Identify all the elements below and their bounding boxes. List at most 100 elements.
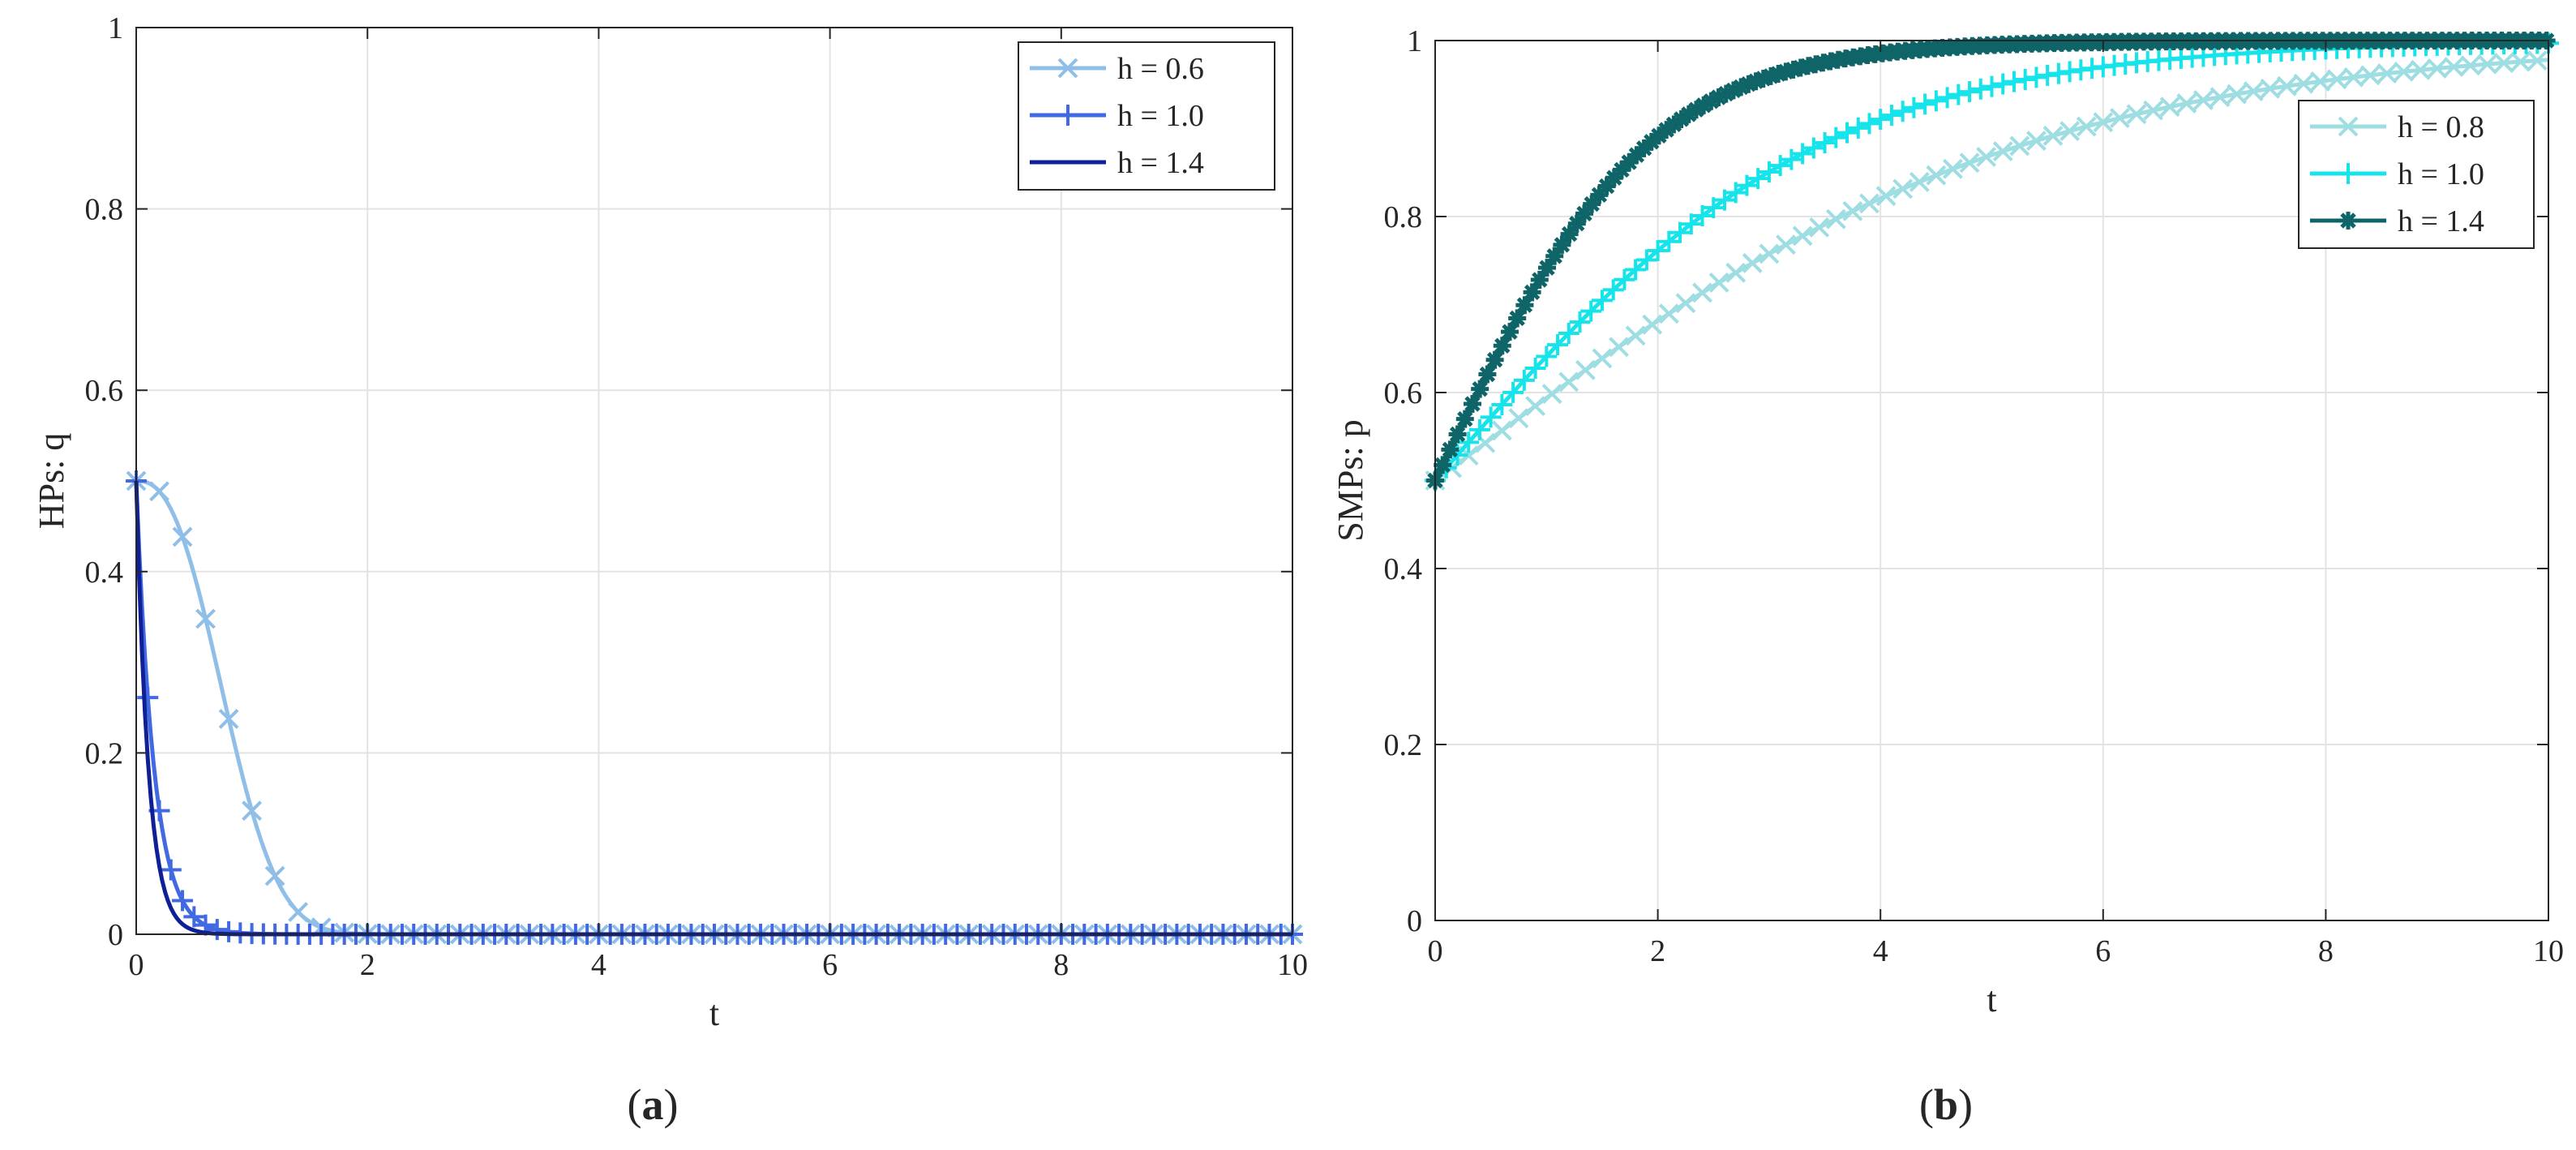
data-point	[1575, 204, 1593, 223]
legend-label: h = 1.4	[2398, 204, 2484, 238]
data-point	[1575, 359, 1596, 380]
data-point	[242, 800, 263, 822]
data-point	[1523, 283, 1541, 302]
data-point	[1537, 259, 1556, 277]
legend-marker	[1057, 58, 1078, 79]
data-point	[1649, 127, 1668, 145]
data-point	[1612, 161, 1631, 179]
data-point	[2126, 104, 2147, 125]
series-3	[134, 480, 1292, 937]
data-point	[160, 859, 182, 881]
data-point	[195, 608, 216, 629]
data-point	[2227, 84, 2247, 105]
data-point	[1781, 148, 1802, 170]
data-point	[1592, 348, 1613, 369]
x-tick-label: 6	[822, 948, 838, 982]
legend-item: h = 1.0	[1030, 99, 1204, 133]
data-point	[1702, 92, 1721, 110]
data-point	[2176, 93, 2197, 114]
data-point	[206, 919, 228, 941]
legend-label: h = 1.0	[1117, 99, 1204, 133]
x-tick-label: 10	[2533, 934, 2564, 968]
axes-box	[135, 27, 1293, 935]
x-tick-label: 0	[129, 948, 144, 982]
data-point	[1725, 262, 1747, 283]
data-point	[2159, 97, 2180, 118]
data-point	[2093, 112, 2114, 133]
series-line	[135, 478, 1292, 937]
data-point	[1515, 296, 1534, 315]
data-point	[264, 865, 285, 886]
data-point	[1493, 337, 1511, 355]
series-1	[1425, 50, 2549, 491]
data-point	[1658, 230, 1680, 252]
data-point	[1658, 303, 1679, 324]
legend: h = 0.8 h = 1.0 h = 1.4	[2298, 100, 2535, 249]
legend-marker	[2338, 116, 2359, 137]
data-point	[1605, 169, 1623, 187]
x-axis-label: t	[709, 993, 719, 1033]
data-point	[2443, 57, 2464, 77]
data-point	[1524, 358, 1546, 380]
y-axis-label: HPs: q	[32, 433, 71, 530]
data-point	[1825, 127, 1847, 148]
data-point	[1502, 381, 1524, 403]
data-point	[1914, 93, 1936, 115]
data-point	[1669, 221, 1691, 243]
legend-marker	[2339, 212, 2357, 230]
data-point	[1485, 350, 1504, 369]
data-point	[1491, 420, 1512, 441]
x-tick-label: 10	[1277, 948, 1308, 982]
x-tick-label: 2	[1650, 934, 1665, 968]
data-point	[1717, 84, 1735, 103]
data-point	[1992, 141, 2013, 161]
legend-label: h = 0.8	[2398, 110, 2484, 144]
data-point	[1695, 96, 1713, 114]
y-tick-label: 0.2	[85, 736, 124, 770]
data-point	[1769, 65, 1788, 84]
data-point	[2210, 87, 2231, 108]
y-tick-label: 0	[108, 918, 123, 952]
data-point	[1758, 161, 1780, 183]
data-point	[1777, 62, 1795, 81]
data-point	[1703, 197, 1725, 219]
data-point	[1837, 122, 1858, 144]
data-point	[1558, 322, 1579, 344]
data-point	[1936, 87, 1958, 109]
legend-item: h = 1.4	[1030, 146, 1204, 180]
data-point	[2037, 64, 2059, 86]
data-point	[2360, 65, 2381, 86]
data-point	[2326, 69, 2347, 90]
data-point	[1747, 168, 1769, 190]
legend: h = 0.6 h = 1.0 h = 1.4	[1018, 41, 1275, 191]
data-point	[2025, 67, 2047, 88]
data-point	[1948, 84, 1970, 105]
data-point	[1558, 371, 1579, 393]
data-point	[1959, 81, 1981, 103]
data-point	[1754, 69, 1772, 88]
data-point	[1724, 81, 1742, 100]
data-point	[1508, 309, 1527, 328]
data-point	[1553, 235, 1571, 254]
data-point	[1647, 239, 1669, 261]
data-point	[1925, 90, 1947, 112]
data-point	[1825, 208, 1846, 230]
data-point	[1981, 75, 2003, 97]
data-point	[1809, 217, 1830, 238]
data-point	[1903, 97, 1925, 118]
panel-b-label: (b)	[1919, 1080, 1973, 1129]
data-point	[1761, 67, 1780, 85]
data-point	[1478, 365, 1497, 384]
data-point	[2260, 78, 2281, 99]
data-point	[2293, 73, 2314, 94]
data-point	[2477, 54, 2497, 75]
legend-label: h = 1.4	[1117, 146, 1204, 180]
data-point	[1732, 78, 1751, 97]
x-tick-label: 8	[1053, 948, 1069, 982]
panel-a-label: (a)	[628, 1080, 679, 1129]
data-point	[1992, 73, 2014, 95]
data-point	[1525, 396, 1545, 417]
data-point	[1597, 177, 1616, 195]
legend-label: h = 0.6	[1117, 52, 1204, 86]
